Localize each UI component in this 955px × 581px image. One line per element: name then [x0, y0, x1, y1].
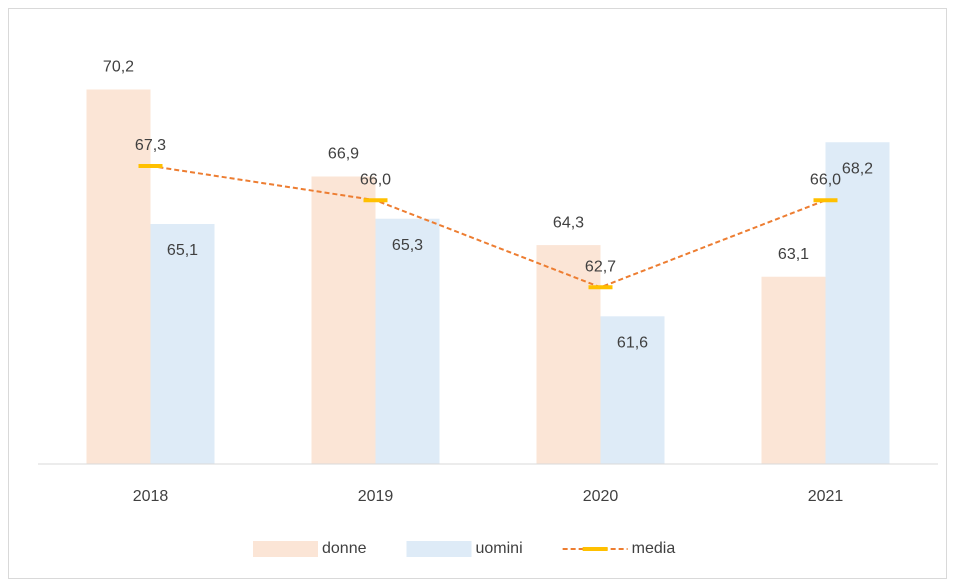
legend-label: uomini [476, 540, 523, 557]
data-label: 65,3 [392, 237, 423, 254]
data-label: 66,0 [360, 171, 391, 188]
legend-label: media [632, 540, 676, 557]
data-label: 66,9 [328, 146, 359, 163]
data-label: 68,2 [842, 160, 873, 177]
bar [311, 176, 376, 464]
bar [600, 316, 665, 464]
x-tick-label: 2021 [808, 488, 844, 505]
legend-swatch [406, 541, 472, 557]
data-label: 61,6 [617, 335, 648, 352]
data-label: 62,7 [585, 259, 616, 276]
bar [825, 142, 890, 464]
data-label: 67,3 [135, 137, 166, 154]
bar [761, 276, 826, 464]
line-series [150, 164, 826, 289]
data-label: 65,1 [167, 242, 198, 259]
data-label: 63,1 [778, 246, 809, 263]
bar [536, 245, 601, 464]
x-tick-label: 2019 [358, 488, 394, 505]
data-label: 64,3 [553, 214, 584, 231]
x-tick-label: 2018 [133, 488, 169, 505]
data-label: 66,0 [810, 171, 841, 188]
legend-label: donne [322, 540, 367, 557]
data-label: 70,2 [103, 59, 134, 76]
bar [86, 89, 151, 464]
bar [150, 223, 215, 464]
legend-swatch [253, 541, 318, 557]
bar [375, 218, 440, 464]
x-tick-label: 2020 [583, 488, 619, 505]
